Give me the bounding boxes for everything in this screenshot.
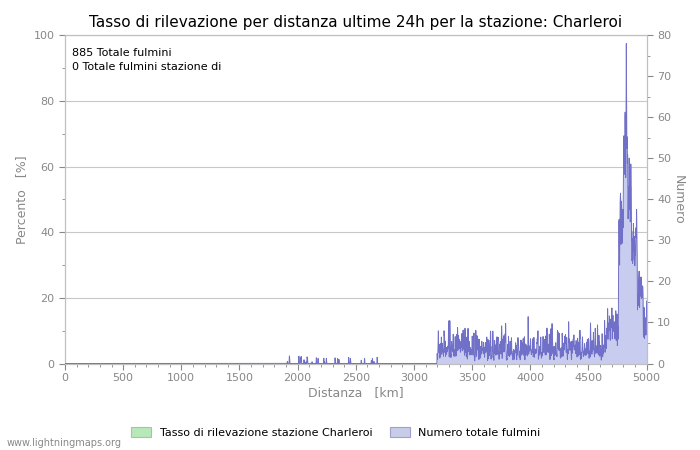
Legend: Tasso di rilevazione stazione Charleroi, Numero totale fulmini: Tasso di rilevazione stazione Charleroi,…	[127, 423, 545, 442]
Y-axis label: Percento   [%]: Percento [%]	[15, 155, 28, 244]
X-axis label: Distanza   [km]: Distanza [km]	[308, 386, 404, 399]
Title: Tasso di rilevazione per distanza ultime 24h per la stazione: Charleroi: Tasso di rilevazione per distanza ultime…	[89, 15, 622, 30]
Y-axis label: Numero: Numero	[672, 175, 685, 224]
Text: www.lightningmaps.org: www.lightningmaps.org	[7, 438, 122, 448]
Text: 885 Totale fulmini
0 Totale fulmini stazione di: 885 Totale fulmini 0 Totale fulmini staz…	[72, 49, 221, 72]
